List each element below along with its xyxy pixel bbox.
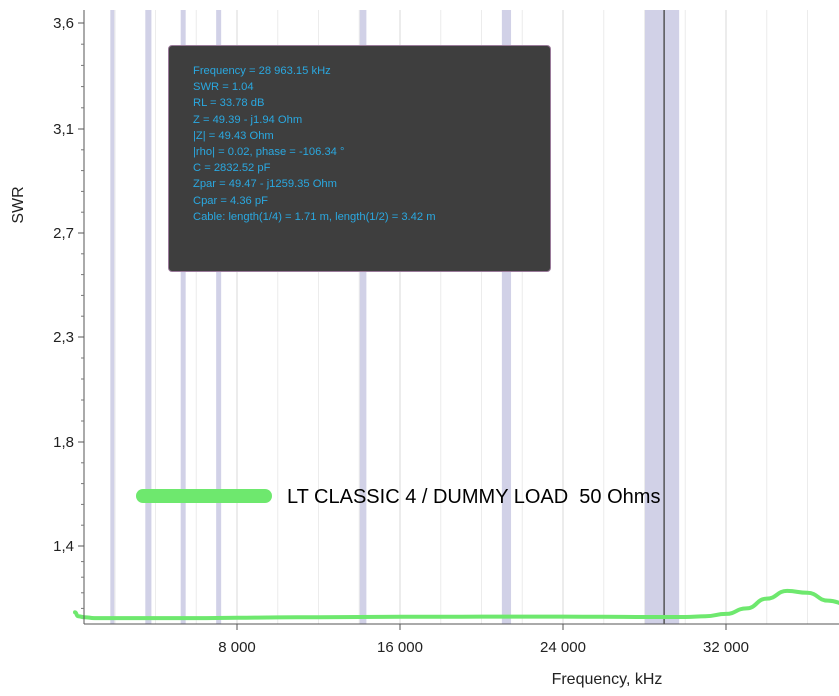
data-point: [685, 616, 686, 617]
axes: [83, 10, 839, 625]
y-tick-label: 3,6: [53, 15, 74, 32]
data-point: [114, 618, 115, 619]
ham-band-highlights: [110, 10, 680, 624]
data-point: [644, 616, 645, 617]
y-tick-label: 2,3: [53, 329, 74, 346]
data-point: [77, 616, 78, 617]
data-point: [74, 612, 75, 613]
data-point: [481, 616, 482, 617]
tooltip-line: RL = 33.78 dB: [193, 97, 265, 110]
data-point: [94, 618, 95, 619]
x-tick-label: 8 000: [218, 639, 256, 656]
y-axis-title: SWR: [10, 186, 27, 223]
data-point: [766, 598, 767, 599]
tooltip-line: C = 2832.52 pF: [193, 162, 271, 175]
legend-label: LT CLASSIC 4 / DUMMY LOAD 50 Ohms: [287, 486, 660, 508]
tooltip-line: Frequency = 28 963.15 kHz: [193, 65, 331, 77]
x-axis-title: Frequency, kHz: [552, 671, 663, 688]
data-point: [725, 613, 726, 614]
tooltip-line: |Z| = 49.43 Ohm: [193, 129, 274, 142]
data-point: [664, 616, 665, 617]
tooltip-line: Z = 49.39 - j1.94 Ohm: [193, 113, 303, 126]
data-point: [155, 618, 156, 619]
y-tick-label: 1,4: [53, 538, 74, 555]
tooltip-line: Cable: length(1/4) = 1.71 m, length(1/2)…: [193, 210, 436, 223]
tooltip-line: |rho| = 0.02, phase = -106.34 °: [193, 145, 345, 158]
data-point: [318, 617, 319, 618]
band-highlight: [216, 10, 222, 624]
y-tick-label: 1,8: [53, 434, 74, 451]
data-point: [827, 600, 828, 601]
measurement-tooltip: Frequency = 28 963.15 kHz SWR = 1.04 RL = …: [168, 45, 551, 272]
series-layer: [73, 588, 839, 621]
tooltip-line: SWR = 1.04: [193, 81, 254, 94]
y-axis-ticks: 1,4 1,8 2,3 2,7 3,1 3,6: [53, 15, 84, 609]
data-point: [399, 616, 400, 617]
data-point: [236, 617, 237, 618]
legend: LT CLASSIC 4 / DUMMY LOAD 50 Ohms: [136, 486, 660, 508]
tooltip-line: Zpar = 49.47 - j1259.35 Ohm: [193, 178, 337, 191]
band-highlight: [110, 10, 116, 624]
tooltip-line: Cpar = 4.36 pF: [193, 194, 268, 207]
data-point: [746, 608, 747, 609]
series-line: [73, 588, 839, 621]
data-point: [603, 616, 604, 617]
data-point: [522, 616, 523, 617]
band-highlight: [180, 10, 186, 624]
band-highlight: [359, 10, 367, 624]
band-highlight: [145, 10, 152, 624]
data-point: [562, 616, 563, 617]
data-point: [359, 616, 360, 617]
x-tick-label: 16 000: [377, 639, 423, 656]
band-highlight: [644, 10, 680, 624]
data-point: [196, 618, 197, 619]
data-point: [807, 592, 808, 593]
x-tick-label: 32 000: [703, 639, 749, 656]
data-point: [440, 616, 441, 617]
band-highlight: [501, 10, 512, 624]
y-tick-label: 2,7: [53, 225, 74, 242]
data-point: [705, 616, 706, 617]
data-point: [277, 617, 278, 618]
data-point: [787, 590, 788, 591]
y-tick-label: 3,1: [53, 121, 74, 138]
x-tick-label: 24 000: [540, 639, 586, 656]
